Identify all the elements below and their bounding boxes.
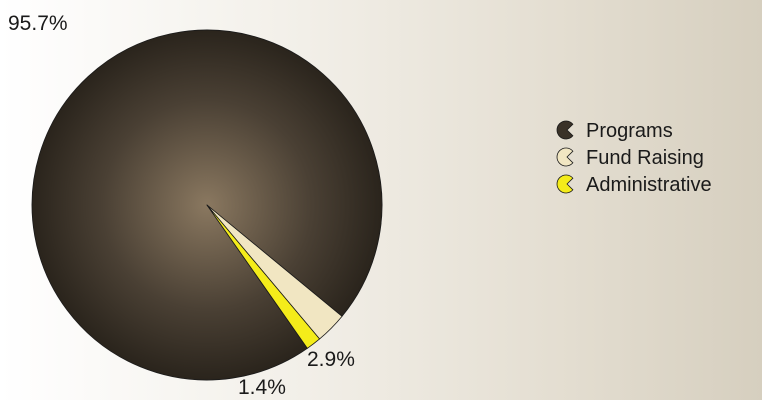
legend-label: Administrative (586, 174, 712, 196)
value-label-programs: 95.7% (8, 12, 68, 35)
legend: Programs Fund Raising Administrative (556, 120, 712, 196)
legend-label: Programs (586, 120, 673, 142)
legend-item-administrative: Administrative (556, 174, 712, 196)
legend-item-programs: Programs (556, 120, 673, 142)
legend-label: Fund Raising (586, 147, 704, 169)
value-label-administrative: 1.4% (238, 376, 286, 399)
legend-marker-icon (556, 147, 574, 167)
legend-marker-icon (556, 174, 574, 194)
pie-slices (31, 29, 383, 381)
value-label-fund-raising: 2.9% (307, 348, 355, 371)
pie-value-labels: 95.7% 2.9% 1.4% (8, 12, 355, 399)
pie-slice-administrative (206, 204, 320, 349)
legend-marker-icon (556, 120, 574, 140)
legend-item-fund-raising: Fund Raising (556, 147, 704, 169)
